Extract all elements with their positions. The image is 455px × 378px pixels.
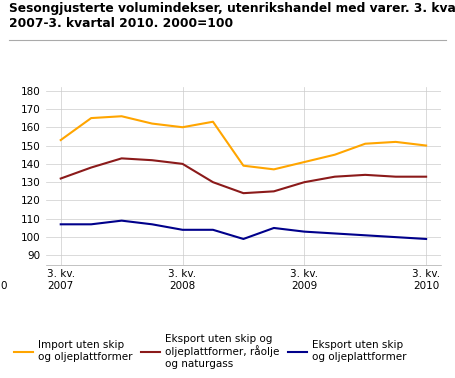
Text: Sesongjusterte volumindekser, utenrikshandel med varer. 3. kvartal: Sesongjusterte volumindekser, utenriksha… xyxy=(9,2,455,15)
Text: 0: 0 xyxy=(0,281,7,291)
Legend: Import uten skip
og oljeplattformer, Eksport uten skip og
oljeplattformer, råolj: Import uten skip og oljeplattformer, Eks… xyxy=(14,333,406,369)
Text: 2007-3. kvartal 2010. 2000=100: 2007-3. kvartal 2010. 2000=100 xyxy=(9,17,233,30)
